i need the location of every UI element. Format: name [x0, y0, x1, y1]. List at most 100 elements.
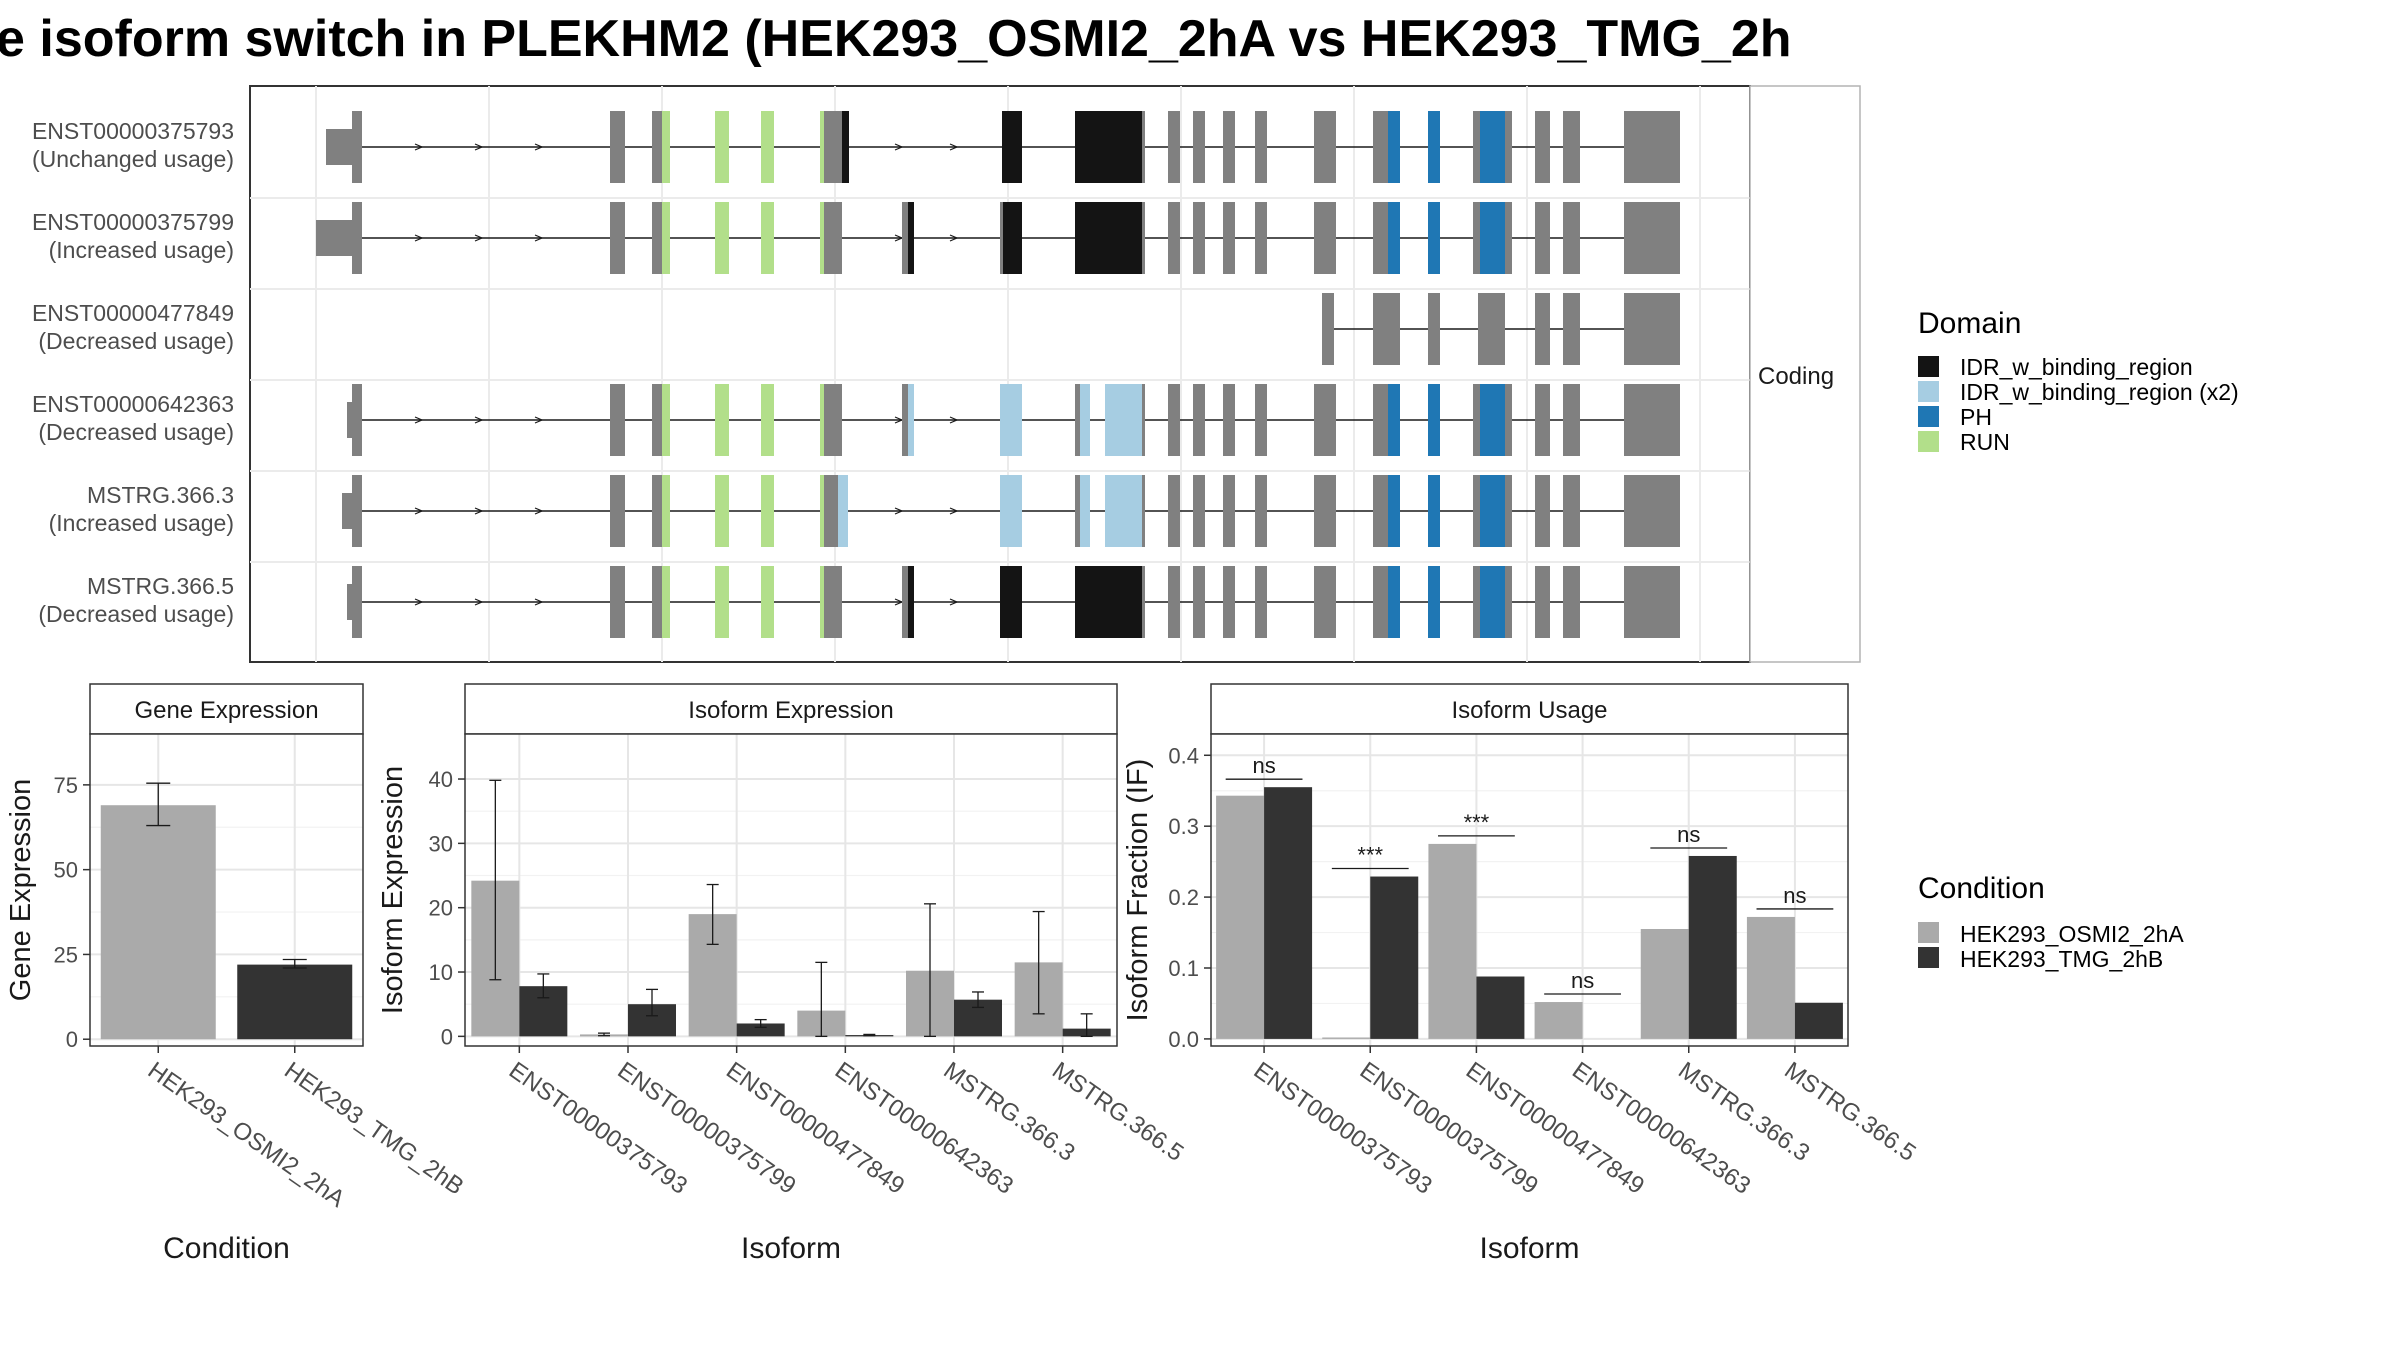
exon-6	[761, 384, 774, 456]
coding-strip	[1749, 85, 1861, 663]
transcript-usage-label-3: (Decreased usage)	[38, 419, 234, 445]
strand-arrow-1	[474, 507, 484, 515]
exon-22	[1473, 566, 1480, 638]
strand-arrow-4	[949, 143, 959, 151]
exon-19	[1373, 566, 1388, 638]
exon-10	[1000, 475, 1022, 547]
exon-20	[1373, 475, 1388, 547]
exon-23	[1480, 566, 1505, 638]
x-tick-label-2: ENST00000477849	[721, 1057, 909, 1200]
exon-18	[1223, 384, 1235, 456]
bar-2-0	[1428, 843, 1477, 1039]
exon-24	[1535, 111, 1550, 183]
exon-10	[908, 202, 914, 274]
exon-26	[1535, 202, 1550, 274]
exon-12	[1003, 202, 1022, 274]
exon-0	[347, 584, 352, 620]
exon-2	[610, 202, 625, 274]
exon-5	[715, 202, 729, 274]
exon-11	[1075, 475, 1080, 547]
transcript-id-label-1: ENST00000375799	[32, 209, 234, 235]
y-tick-label-4: 40	[429, 767, 453, 792]
bar-0-1	[1264, 787, 1313, 1039]
exon-2	[610, 566, 625, 638]
exon-2	[1428, 293, 1440, 365]
legend-key-idr-x2	[1918, 381, 1939, 402]
exon-6	[761, 566, 774, 638]
transcript-id-label-2: ENST00000477849	[32, 300, 234, 326]
exon-0	[347, 402, 352, 438]
exon-22	[1388, 384, 1400, 456]
exon-26	[1624, 111, 1640, 183]
transcript-track-1	[316, 202, 1680, 274]
exon-12	[1075, 566, 1142, 638]
exon-23	[1473, 202, 1480, 274]
exon-8	[824, 202, 842, 274]
exon-28	[1624, 202, 1640, 274]
transcript-usage-label-0: (Unchanged usage)	[32, 146, 234, 172]
y-tick-label-0: 0	[66, 1027, 78, 1052]
transcript-labels: ENST00000375793(Unchanged usage) ENST0000…	[32, 118, 234, 627]
strand-arrow-0	[414, 598, 424, 606]
exon-24	[1473, 384, 1480, 456]
exon-16	[1168, 384, 1180, 456]
exon-5	[1535, 293, 1550, 365]
exon-17	[1193, 384, 1205, 456]
exon-23	[1473, 475, 1480, 547]
exon-28	[1640, 566, 1680, 638]
significance-label-1: ***	[1357, 843, 1383, 868]
exon-9	[902, 566, 908, 638]
exon-14	[1193, 111, 1205, 183]
significance-label-2: ***	[1464, 810, 1490, 835]
transcript-track-3	[347, 384, 1680, 456]
strand-arrow-1	[474, 234, 484, 242]
exon-27	[1640, 111, 1680, 183]
transcript-track-4	[342, 475, 1680, 547]
exon-8	[824, 566, 842, 638]
y-axis-title: Isoform Expression	[377, 766, 409, 1014]
bar-1-1	[1370, 876, 1419, 1039]
exon-20	[1388, 566, 1400, 638]
exon-16	[1223, 566, 1235, 638]
exon-0	[1322, 293, 1334, 365]
legend-key-cond-a	[1918, 922, 1939, 943]
isoform-expression-panel: Isoform Expression 0 10 20 30 40 ENST000003757…	[377, 683, 1188, 1265]
y-tick-label-4: 0.4	[1168, 743, 1199, 768]
exon-4	[662, 566, 670, 638]
exon-5	[715, 566, 729, 638]
exon-26	[1563, 566, 1580, 638]
exon-7	[820, 475, 824, 547]
plot-frame	[1210, 733, 1849, 1047]
exon-8	[824, 475, 838, 547]
exon-28	[1624, 475, 1640, 547]
exon-14	[1168, 566, 1180, 638]
panel-strip	[464, 683, 1118, 735]
strand-arrow-4	[949, 416, 959, 424]
significance-label-5: ns	[1783, 883, 1806, 908]
y-tick-label-2: 20	[429, 896, 453, 921]
transcript-id-label-5: MSTRG.366.5	[87, 573, 234, 599]
bar-2-1	[1476, 976, 1525, 1039]
strand-arrow-1	[474, 598, 484, 606]
legend-label-idr-x2: IDR_w_binding_region (x2)	[1960, 379, 2239, 405]
y-tick-label-0: 0.0	[1168, 1027, 1199, 1052]
exon-27	[1563, 475, 1580, 547]
exon-15	[1168, 475, 1180, 547]
legend-key-cond-b	[1918, 947, 1939, 968]
exon-0	[342, 493, 352, 529]
exon-3	[652, 202, 662, 274]
strand-arrow-4	[949, 234, 959, 242]
exon-28	[1563, 384, 1580, 456]
x-tick-label-3: ENST00000642363	[1567, 1057, 1755, 1200]
exon-12	[1142, 111, 1145, 183]
exon-4	[662, 384, 670, 456]
plot-area	[1211, 734, 1848, 1046]
transcript-usage-label-1: (Increased usage)	[49, 237, 234, 263]
exon-25	[1563, 111, 1580, 183]
strand-arrow-3	[894, 507, 904, 515]
exon-21	[1428, 566, 1440, 638]
plot-area	[465, 734, 1117, 1046]
legend-key-idr	[1918, 356, 1939, 377]
exon-8	[824, 384, 842, 456]
